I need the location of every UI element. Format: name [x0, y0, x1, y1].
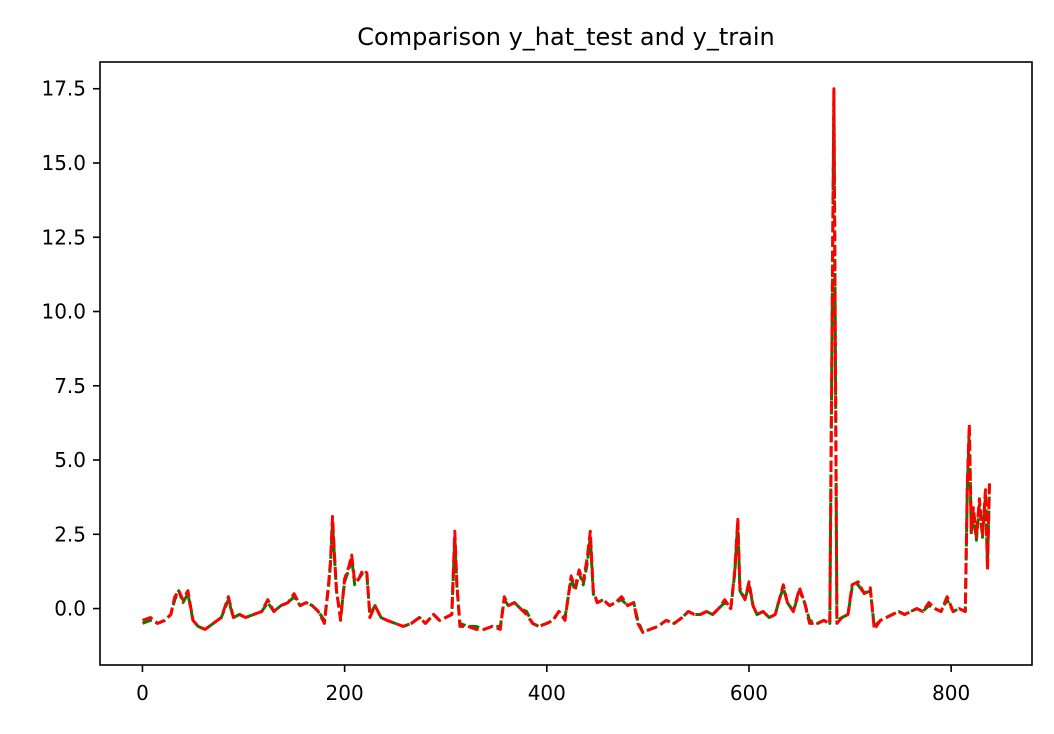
y-tick-label: 12.5	[41, 225, 86, 249]
plot-frame	[99, 61, 1033, 666]
y-tick-label: 7.5	[54, 374, 86, 398]
y-tick-label: 17.5	[41, 77, 86, 101]
x-tick-label: 800	[932, 681, 970, 705]
x-tick-label: 600	[730, 681, 768, 705]
x-tick-label: 200	[326, 681, 364, 705]
y-tick-label: 10.0	[41, 300, 86, 324]
series-line-2	[141, 87, 991, 634]
x-tick-label: 0	[136, 681, 149, 705]
chart-title: Comparison y_hat_test and y_train	[357, 23, 774, 51]
x-tick-label: 400	[528, 681, 566, 705]
axes-layer: 0 200 400 600 800 0.0 2.5 5.0 7.5 10.0 12.5 15.0 17.…	[41, 61, 1033, 705]
y-tick-label: 15.0	[41, 151, 86, 175]
series-layer	[141, 87, 991, 634]
y-tick-label: 5.0	[54, 448, 86, 472]
y-tick-label: 0.0	[54, 597, 86, 621]
y-tick-label: 2.5	[54, 522, 86, 546]
